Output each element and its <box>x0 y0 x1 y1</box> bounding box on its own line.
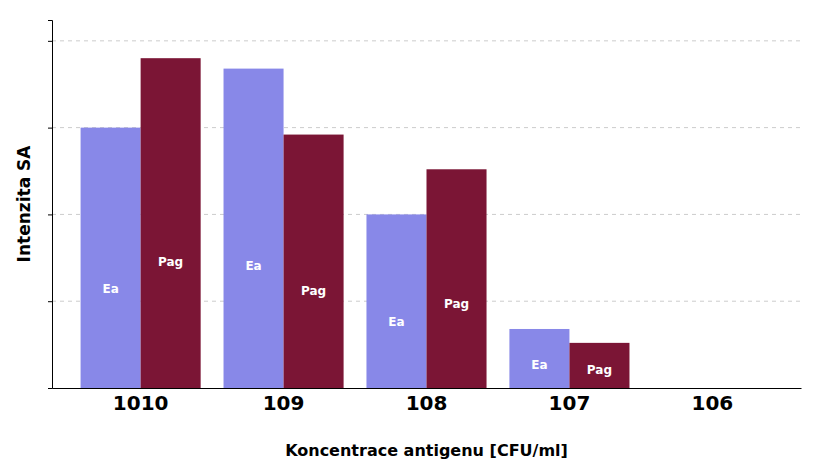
x-tick-label: 1010 <box>113 391 169 415</box>
chart-container: Ea Ea Ea Ea Pag Pag Pag Pag 1010 109 108 107 106 Konc… <box>0 0 821 470</box>
bar <box>224 69 284 388</box>
x-tick-label: 106 <box>692 391 734 415</box>
y-tick <box>48 214 52 215</box>
bar <box>81 128 141 388</box>
plot-area: Ea Ea Ea Ea Pag Pag Pag Pag 1010 109 108 107 106 <box>48 21 802 416</box>
y-tick-mark <box>48 301 52 302</box>
bar-name-label: Ea <box>388 315 404 329</box>
x-axis: 1010 109 108 107 106 <box>53 388 802 415</box>
bar <box>712 388 772 389</box>
x-axis-line <box>53 388 802 389</box>
bar <box>284 135 344 388</box>
x-tick-label: 109 <box>263 391 305 415</box>
x-tick-label: 107 <box>549 391 591 415</box>
bars <box>81 58 630 388</box>
y-axis <box>48 21 53 389</box>
bar-name-label: Pag <box>301 284 326 298</box>
chart-svg: Ea Ea Ea Ea Pag Pag Pag Pag 1010 109 108 107 106 Konc… <box>0 0 821 470</box>
y-tick <box>48 301 52 302</box>
y-tick <box>48 41 52 42</box>
y-tick-mark <box>48 128 52 129</box>
x-tick-label: 108 <box>406 391 448 415</box>
x-tick: 108 <box>406 388 448 415</box>
bar <box>652 388 712 389</box>
grid-line <box>52 40 801 41</box>
x-tick: 106 <box>692 388 734 415</box>
bar <box>141 58 201 388</box>
bar-name-label: Pag <box>444 297 469 311</box>
y-tick-mark <box>48 41 52 42</box>
y-tick <box>48 128 52 129</box>
bar <box>569 343 629 388</box>
x-tick: 107 <box>549 388 591 415</box>
bar <box>366 214 426 388</box>
bar-name-label: Ea <box>102 282 118 296</box>
y-axis-title: Intenzita SA <box>14 145 34 263</box>
bar-name-label: Pag <box>158 255 183 269</box>
bar-name-labels: Ea Ea Ea Ea Pag Pag Pag Pag <box>102 255 612 377</box>
x-tick: 109 <box>263 388 305 415</box>
y-tick-mark <box>48 214 52 215</box>
series-bars <box>141 58 630 388</box>
x-tick: 1010 <box>113 388 169 415</box>
x-axis-title: Koncentrace antigenu [CFU/ml] <box>285 441 568 460</box>
bar <box>509 329 569 388</box>
bar <box>427 169 487 388</box>
y-axis-line <box>48 21 53 389</box>
bar-name-label: Ea <box>531 358 547 372</box>
bar-name-label: Pag <box>587 363 612 377</box>
bar-name-label: Ea <box>245 259 261 273</box>
